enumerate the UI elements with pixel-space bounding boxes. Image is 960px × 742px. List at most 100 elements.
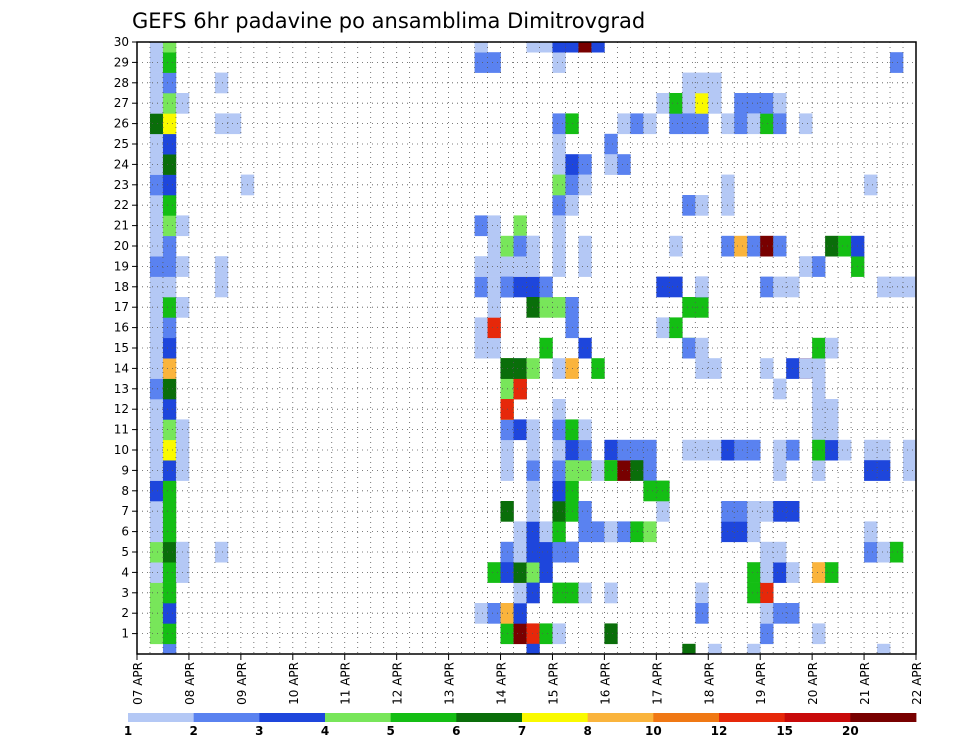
- heatmap-cell: [760, 358, 774, 379]
- heatmap-cell: [162, 235, 177, 257]
- heatmap-cell: [474, 52, 488, 73]
- y-tick-label: 26: [114, 117, 129, 131]
- heatmap-cell: [903, 460, 917, 481]
- colorbar-swatch: [193, 713, 260, 722]
- heatmap-cell: [526, 276, 540, 298]
- heatmap-cell: [149, 256, 164, 277]
- colorbar-swatch: [784, 713, 851, 722]
- heatmap-cell: [552, 235, 566, 257]
- colorbar-label: 2: [189, 724, 197, 738]
- heatmap-cell: [604, 154, 618, 175]
- heatmap-cell: [552, 480, 566, 502]
- colorbar-label: 12: [711, 724, 728, 738]
- heatmap-cell: [526, 419, 540, 441]
- heatmap-cell: [578, 174, 592, 196]
- heatmap-cell: [513, 276, 527, 298]
- heatmap-cell: [591, 460, 605, 481]
- heatmap-cell: [773, 460, 787, 481]
- heatmap-cell: [149, 154, 164, 175]
- heatmap-cell: [149, 378, 164, 400]
- colorbar: 1 2 3 4 5 6 7 8 10 12 15 20: [124, 713, 917, 738]
- heatmap-cell: [513, 603, 527, 624]
- heatmap-cell: [552, 521, 566, 543]
- heatmap-cell: [162, 215, 177, 237]
- y-tick-label: 29: [114, 55, 129, 69]
- colorbar-label: 8: [583, 724, 591, 738]
- heatmap-cell: [539, 42, 553, 53]
- heatmap-cell: [669, 113, 683, 135]
- y-tick-label: 3: [121, 586, 129, 600]
- heatmap-cell: [760, 501, 774, 522]
- heatmap-cell: [838, 235, 852, 257]
- heatmap-cell: [643, 460, 657, 481]
- colorbar-label: 1: [124, 724, 132, 738]
- heatmap-cell: [903, 276, 917, 298]
- y-tick-label: 27: [114, 96, 129, 110]
- heatmap-cell: [149, 42, 164, 53]
- colorbar-swatch: [128, 713, 195, 722]
- heatmap-cell: [552, 133, 566, 155]
- heatmap-cell: [669, 276, 683, 298]
- heatmap-cell: [864, 460, 878, 481]
- heatmap-cell: [812, 378, 826, 400]
- heatmap-cell: [773, 501, 787, 522]
- heatmap-cell: [643, 521, 657, 543]
- heatmap-cell: [695, 195, 709, 216]
- heatmap-cell: [617, 113, 631, 135]
- heatmap-cell: [162, 113, 177, 135]
- heatmap-cell: [149, 419, 164, 441]
- heatmap-cell: [695, 93, 709, 114]
- heatmap-cell: [162, 276, 177, 298]
- heatmap-cell: [526, 439, 540, 461]
- heatmap-cell: [526, 235, 540, 257]
- colorbar-swatch: [850, 713, 917, 722]
- heatmap-cell: [812, 358, 826, 379]
- colorbar-label: 3: [255, 724, 263, 738]
- heatmap-cell: [864, 174, 878, 196]
- heatmap-cell: [669, 235, 683, 257]
- y-tick-label: 13: [114, 382, 129, 396]
- heatmap-cell: [487, 256, 501, 277]
- heatmap-cell: [578, 337, 592, 359]
- heatmap-cell: [578, 235, 592, 257]
- colorbar-label: 10: [645, 724, 662, 738]
- heatmap-cell: [812, 399, 826, 420]
- heatmap-cell: [773, 235, 787, 257]
- heatmap-cell: [526, 42, 540, 53]
- heatmap-cell: [708, 439, 722, 461]
- x-axis: 07 APR 08 APR 09 APR 10 APR 11 APR 12 APR 13 A…: [131, 654, 924, 705]
- heatmap-cell: [526, 297, 540, 318]
- heatmap-cell: [747, 501, 761, 522]
- y-tick-label: 1: [121, 627, 129, 641]
- heatmap-cell: [695, 603, 709, 624]
- heatmap-cell: [799, 113, 813, 135]
- y-tick-label: 4: [121, 565, 129, 579]
- grid-lines: [137, 42, 917, 654]
- colorbar-label: 20: [842, 724, 859, 738]
- x-tick-label: 07 APR: [131, 662, 145, 705]
- heatmap-cell: [747, 582, 761, 604]
- heatmap-cell: [812, 623, 826, 645]
- y-tick-label: 7: [121, 504, 129, 518]
- heatmap-cell: [903, 439, 917, 461]
- y-tick-label: 15: [114, 341, 129, 355]
- colorbar-label: 6: [452, 724, 460, 738]
- heatmap-cell: [617, 154, 631, 175]
- x-tick-label: 15 APR: [546, 662, 560, 705]
- heatmap-cell: [227, 113, 242, 135]
- heatmap-cell: [162, 133, 177, 155]
- heatmap-cell: [526, 460, 540, 481]
- heatmap-cell: [747, 235, 761, 257]
- y-tick-label: 18: [114, 280, 129, 294]
- y-tick-label: 11: [114, 423, 129, 437]
- x-tick-label: 18 APR: [702, 662, 716, 705]
- heatmap-cell: [526, 358, 540, 379]
- heatmap-cell: [812, 337, 826, 359]
- colorbar-swatch: [325, 713, 392, 722]
- heatmap-cell: [578, 256, 592, 277]
- heatmap-cell: [617, 439, 631, 461]
- heatmap-cell: [513, 419, 527, 441]
- heatmap-cell: [643, 113, 657, 135]
- heatmap-cell: [162, 297, 177, 318]
- heatmap-cell: [864, 439, 878, 461]
